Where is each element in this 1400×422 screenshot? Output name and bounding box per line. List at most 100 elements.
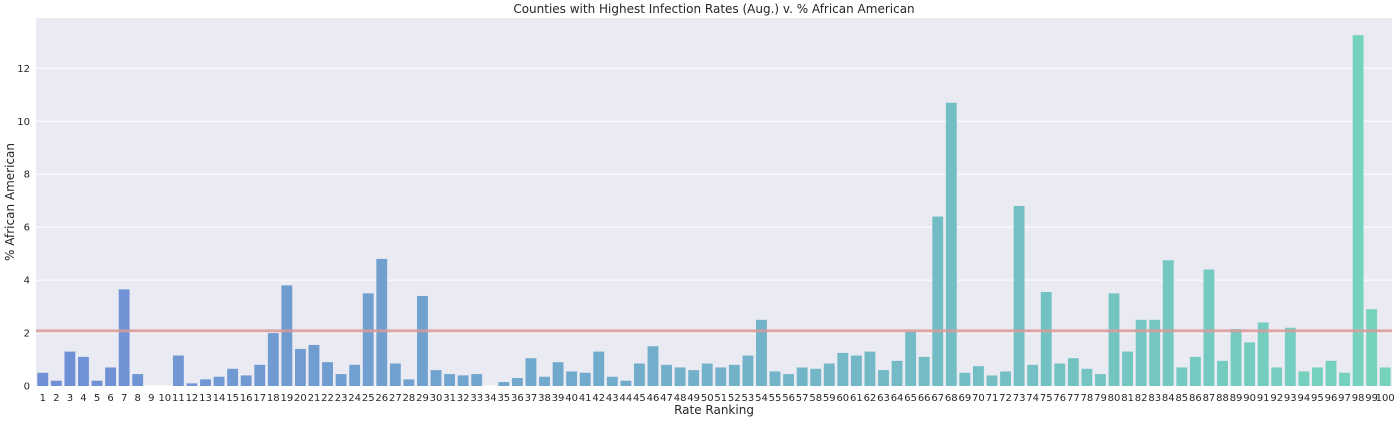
- x-tick-label: 34: [484, 393, 497, 404]
- bar: [362, 293, 374, 386]
- bar: [728, 364, 740, 386]
- bar: [1379, 367, 1391, 386]
- bar: [593, 351, 605, 386]
- x-tick-label: 51: [714, 393, 727, 404]
- x-tick-label: 5: [94, 393, 100, 404]
- bar: [972, 366, 984, 386]
- bar: [1230, 329, 1242, 386]
- x-tick-label: 46: [647, 393, 660, 404]
- bar: [959, 372, 971, 386]
- x-tick-label: 11: [172, 393, 185, 404]
- bar: [240, 375, 252, 386]
- x-tick-label: 38: [538, 393, 551, 404]
- x-tick-label: 90: [1243, 393, 1256, 404]
- x-tick-label: 94: [1297, 393, 1310, 404]
- y-tick-label: 12: [17, 64, 30, 75]
- bar: [91, 380, 103, 386]
- y-tick-label: 4: [24, 276, 30, 287]
- bar: [1284, 327, 1296, 386]
- x-tick-label: 17: [253, 393, 266, 404]
- x-tick-label: 43: [606, 393, 619, 404]
- bar: [1135, 319, 1147, 386]
- bar: [37, 372, 49, 386]
- bar: [647, 346, 659, 386]
- x-tick-label: 19: [280, 393, 293, 404]
- bar: [213, 376, 225, 386]
- y-tick-label: 6: [24, 223, 30, 234]
- bar: [322, 362, 333, 386]
- bar: [1040, 292, 1052, 386]
- y-axis-ticks: 0 2 4 6 8 10 12: [17, 64, 30, 393]
- bar: [1027, 364, 1039, 386]
- bar: [701, 363, 713, 386]
- bar: [1203, 269, 1215, 386]
- y-axis-label: % African American: [3, 143, 17, 261]
- bar: [1271, 367, 1283, 386]
- x-tick-label: 85: [1175, 393, 1188, 404]
- bar: [1000, 371, 1011, 386]
- bar: [132, 374, 144, 386]
- x-tick-label: 22: [321, 393, 334, 404]
- bar: [417, 295, 428, 386]
- bar: [1081, 368, 1093, 386]
- x-tick-label: 91: [1257, 393, 1270, 404]
- x-tick-label: 4: [80, 393, 86, 404]
- x-tick-label: 54: [755, 393, 768, 404]
- bar: [1176, 367, 1188, 386]
- x-tick-label: 66: [918, 393, 931, 404]
- bar: [1108, 293, 1120, 386]
- x-tick-label: 64: [891, 393, 904, 404]
- bar: [335, 374, 347, 386]
- bar: [606, 376, 618, 386]
- x-tick-label: 74: [1026, 393, 1039, 404]
- bar: [1122, 351, 1134, 386]
- x-tick-label: 84: [1162, 393, 1175, 404]
- x-tick-label: 15: [226, 393, 239, 404]
- bar: [742, 355, 754, 386]
- bar: [945, 102, 957, 386]
- bar: [1352, 35, 1364, 387]
- x-tick-label: 67: [931, 393, 944, 404]
- x-tick-label: 26: [375, 393, 388, 404]
- bar: [823, 363, 835, 386]
- bar: [118, 289, 130, 386]
- bar: [864, 351, 876, 386]
- bar: [796, 367, 808, 386]
- bar: [552, 362, 564, 386]
- x-tick-label: 72: [999, 393, 1012, 404]
- bar: [457, 375, 469, 386]
- x-tick-label: 36: [511, 393, 524, 404]
- bar: [783, 374, 795, 386]
- x-tick-label: 96: [1325, 393, 1338, 404]
- x-tick-label: 16: [240, 393, 253, 404]
- bar: [1189, 356, 1201, 386]
- bar: [525, 358, 537, 386]
- x-tick-label: 58: [809, 393, 822, 404]
- x-tick-label: 62: [864, 393, 877, 404]
- x-tick-label: 69: [958, 393, 971, 404]
- x-tick-label: 81: [1121, 393, 1134, 404]
- x-tick-label: 52: [728, 393, 741, 404]
- bar: [620, 380, 632, 386]
- x-tick-label: 6: [107, 393, 113, 404]
- bar: [1217, 360, 1228, 386]
- x-tick-label: 65: [904, 393, 917, 404]
- x-tick-label: 89: [1230, 393, 1243, 404]
- x-tick-label: 59: [823, 393, 836, 404]
- x-tick-label: 97: [1338, 393, 1351, 404]
- bar: [294, 348, 306, 386]
- x-tick-label: 76: [1053, 393, 1066, 404]
- bar: [78, 356, 89, 386]
- bar: [308, 344, 320, 386]
- x-tick-label: 71: [986, 393, 999, 404]
- x-tick-label: 10: [158, 393, 171, 404]
- bar: [444, 374, 456, 386]
- bar: [905, 331, 917, 386]
- bar: [688, 370, 700, 386]
- x-tick-label: 80: [1108, 393, 1121, 404]
- x-tick-label: 18: [267, 393, 280, 404]
- x-tick-label: 29: [416, 393, 429, 404]
- x-tick-label: 73: [1013, 393, 1026, 404]
- x-tick-label: 95: [1311, 393, 1324, 404]
- x-tick-label: 20: [294, 393, 307, 404]
